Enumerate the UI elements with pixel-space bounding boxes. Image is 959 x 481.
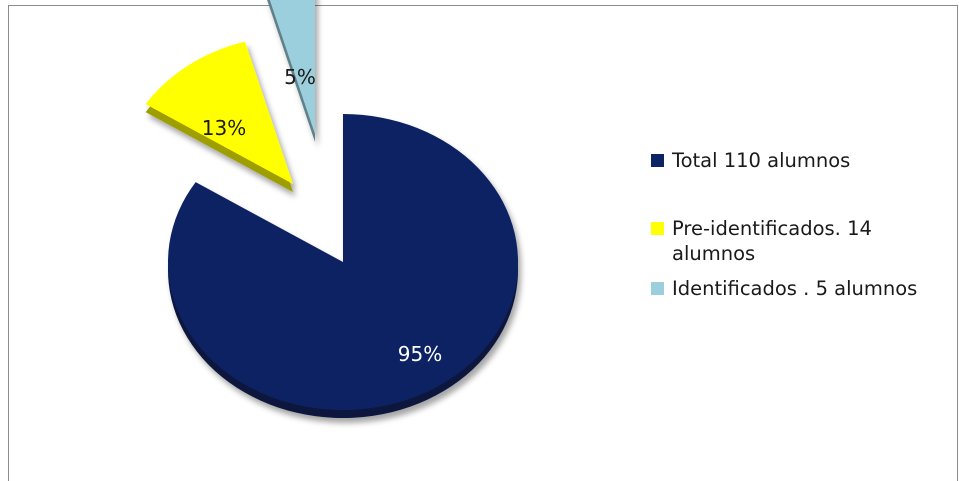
pie-slice-identificados (267, 0, 315, 142)
legend-label-pre-identificados: Pre-identificados. 14 alumnos (672, 217, 872, 265)
data-label-total: 95% (398, 342, 442, 366)
legend-item-identificados: Identificados . 5 alumnos (651, 276, 951, 301)
legend-item-total: Total 110 alumnos (651, 148, 951, 173)
legend-swatch-pre-identificados (651, 222, 664, 235)
pie-slice-pre-identificados (145, 41, 293, 193)
legend: Total 110 alumnos Pre-identificados. 14 … (651, 148, 951, 301)
pie-slice-top-total (168, 114, 519, 411)
legend-item-pre-identificados: Pre-identificados. 14 alumnos (651, 216, 951, 266)
data-label-pre-identificados: 13% (202, 116, 246, 140)
pie-slice-top-pre-identificados (145, 41, 293, 185)
legend-label-identificados: Identificados . 5 alumnos (672, 277, 918, 300)
pie-slice-total (168, 114, 519, 418)
legend-label-total: Total 110 alumnos (672, 149, 851, 172)
legend-swatch-total (651, 154, 664, 167)
pie-slice-top-identificados (269, 0, 315, 134)
legend-swatch-identificados (651, 282, 664, 295)
data-label-identificados: 5% (284, 65, 316, 89)
